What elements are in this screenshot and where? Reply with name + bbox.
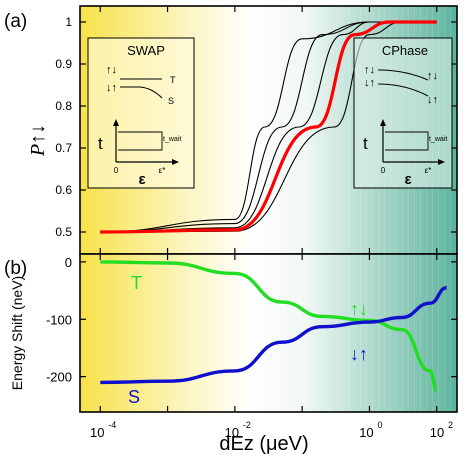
x-tick-exponent: -4 [108, 420, 116, 430]
inset-cphase-t-label: t [363, 134, 368, 153]
inset-swap-t-label: t [98, 134, 103, 153]
panel-a-y-ticks: 0.5 0.6 0.7 0.8 0.9 1 [55, 15, 457, 239]
inset-cphase-state-r1: ↑↓ [427, 70, 438, 82]
panel-b-frame [79, 253, 458, 413]
inset-swap-tick-zero: 0 [114, 166, 119, 175]
y-tick-label: -200 [46, 370, 72, 385]
y-tick-label: 1 [65, 15, 72, 29]
y-tick-label: 0.6 [55, 183, 72, 197]
y-tick-label: 0.9 [55, 57, 72, 71]
inset-cphase-title: CPhase [382, 43, 428, 58]
inset-cphase-e-label: ε [404, 171, 411, 188]
inset-cphase-level-1 [377, 69, 429, 81]
y-tick-label: 0.5 [55, 225, 72, 239]
inset-swap-pulse-label: t_wait [163, 136, 181, 143]
inset-cphase-pulse [385, 131, 429, 151]
panel-b-x-ticks: 10 -4 10 -2 10 0 10 2 [90, 254, 453, 440]
x-tick-label: 10 [90, 425, 104, 440]
inset-swap-level-s-label: S [168, 96, 174, 106]
x-tick-label: 10 [225, 425, 239, 440]
y-tick-label: -100 [46, 312, 72, 327]
inset-cphase-state-l1: ↑↓ [364, 64, 375, 76]
inset-swap-tick-estar: ε* [159, 166, 166, 175]
series-S [100, 286, 447, 385]
inset-swap-state-1: ↑↓ [106, 64, 117, 76]
inset-cphase-e-arrow [438, 159, 445, 165]
series-T [100, 260, 439, 393]
inset-swap-frame [87, 37, 195, 189]
panel-b-y-ticks: 0 -100 -200 [46, 255, 457, 385]
inset-swap-t-arrow [113, 119, 119, 126]
x-tick-exponent: 0 [377, 420, 382, 430]
annotation-up-down: ↑↓ [350, 299, 368, 319]
inset-cphase-level-2 [377, 83, 429, 97]
panel-b: 0 -100 -200 10 -4 10 -2 10 0 10 2 (b) Energy Shif… [4, 253, 458, 455]
y-tick-label: 0.8 [55, 99, 72, 113]
panel-b-label: (b) [4, 258, 27, 279]
inset-swap: SWAP ↑↓ ↓↑ T S t_wait t 0 ε* ε [87, 37, 195, 189]
y-tick-label: 0 [65, 255, 72, 270]
inset-cphase-state-l2: ↓↑ [364, 77, 375, 89]
panel-a-x-ticks [99, 6, 438, 254]
panel-b-x-axis-label: dEz (μeV) [219, 433, 308, 455]
curve-highlighted [100, 20, 437, 234]
panel-a-y-axis-label: P↑↓ [27, 124, 49, 157]
annotation-down-up: ↓↑ [350, 344, 368, 364]
inset-cphase-state-r2: ↓↑ [427, 94, 438, 106]
panel-b-y-axis-label: Energy Shift (neV) [9, 276, 25, 390]
inset-cphase: CPhase ↑↓ ↓↑ ↑↓ ↓↑ t_wait t 0 ε* ε [353, 37, 453, 189]
panel-a: 0.5 0.6 0.7 0.8 0.9 1 (a) P↑↓ SWAP ↑↓ ↓↑ T S … [4, 5, 458, 255]
inset-swap-e-arrow [172, 159, 179, 165]
inset-swap-pulse [118, 131, 163, 151]
curve-2 [100, 21, 437, 233]
y-tick-label: 0.7 [55, 141, 72, 155]
inset-swap-level-s [120, 86, 163, 99]
inset-swap-state-2: ↓↑ [106, 82, 117, 94]
x-tick-label: 10 [359, 425, 373, 440]
x-tick-label: 10 [430, 425, 444, 440]
panel-b-curves [100, 260, 447, 393]
x-tick-exponent: -2 [243, 420, 251, 430]
panel-a-curves [100, 20, 437, 234]
x-tick-exponent: 2 [448, 420, 453, 430]
inset-cphase-frame [353, 37, 453, 189]
inset-cphase-tick-zero: 0 [381, 166, 386, 175]
inset-cphase-t-arrow [380, 119, 386, 126]
panel-a-label: (a) [4, 11, 27, 32]
inset-swap-e-label: ε [138, 171, 145, 188]
inset-cphase-pulse-label: t_wait [429, 136, 447, 143]
inset-swap-title: SWAP [127, 43, 165, 58]
inset-cphase-tick-estar: ε* [425, 166, 432, 175]
annotation-s: S [128, 387, 140, 407]
inset-swap-level-t-label: T [170, 75, 176, 85]
annotation-t: T [131, 273, 142, 293]
